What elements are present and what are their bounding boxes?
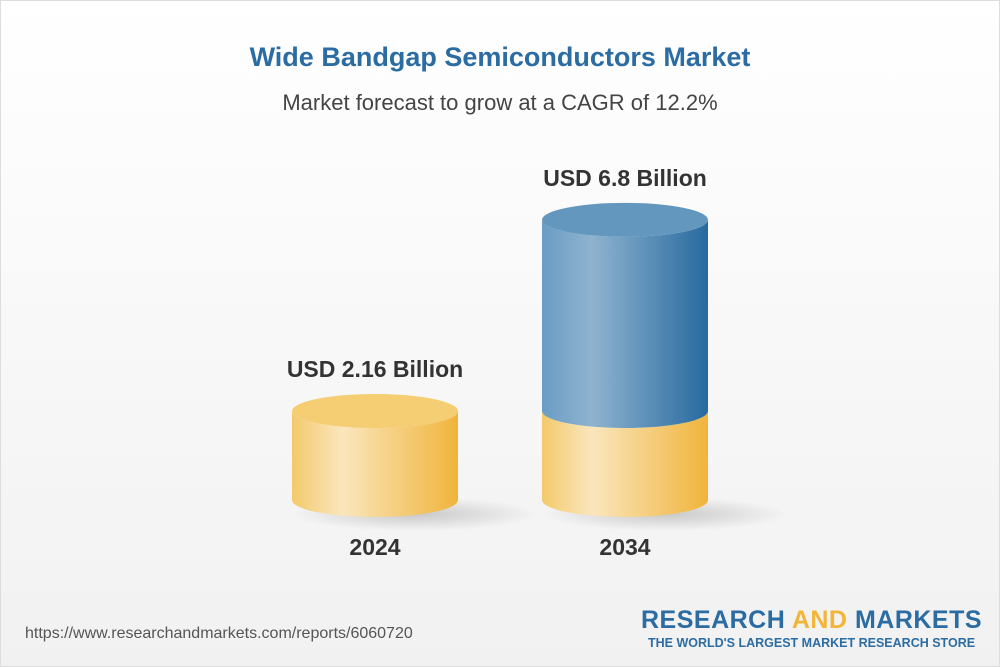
bar-growth-segment xyxy=(542,219,708,428)
bar-base-segment xyxy=(292,411,458,517)
x-tick-label: 2024 xyxy=(349,534,400,560)
chart-title: Wide Bandgap Semiconductors Market xyxy=(249,42,751,72)
source-url[interactable]: https://www.researchandmarkets.com/repor… xyxy=(25,625,413,642)
logo: RESEARCH AND MARKETS THE WORLD'S LARGEST… xyxy=(641,606,983,650)
data-label: USD 2.16 Billion xyxy=(287,356,463,382)
bar-top xyxy=(542,202,708,237)
bar-top xyxy=(292,394,458,429)
x-tick-label: 2034 xyxy=(599,534,650,560)
bar-base-segment xyxy=(542,411,708,517)
chart-subtitle: Market forecast to grow at a CAGR of 12.… xyxy=(282,90,718,115)
data-label: USD 6.8 Billion xyxy=(543,165,707,191)
